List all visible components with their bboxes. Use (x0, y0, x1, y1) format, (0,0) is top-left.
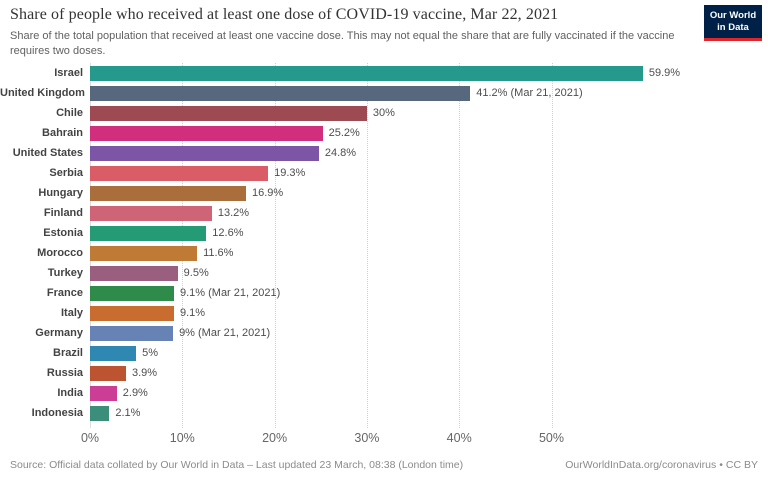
x-axis-tick-label: 0% (80, 431, 100, 445)
bar[interactable] (90, 225, 207, 241)
table-row: Estonia 12.6% (43, 223, 768, 243)
bar-value-label: 3.9% (131, 367, 158, 379)
country-label: Italy (60, 307, 83, 319)
x-axis-tick-label: 30% (354, 431, 380, 445)
bar[interactable] (90, 85, 471, 101)
bar-value-label: 9.1% (179, 307, 206, 319)
country-label: United States (12, 147, 83, 159)
table-row: Israel 59.9% (54, 63, 768, 83)
bar-value-label: 9.5% (183, 267, 209, 279)
table-row: France 9.1% (Mar 21, 2021) (47, 283, 768, 303)
table-row: Finland 13.2% (44, 203, 768, 223)
source-note: Source: Official data collated by Our Wo… (10, 459, 464, 471)
bar[interactable] (90, 325, 174, 341)
page-title: Share of people who received at least on… (10, 6, 559, 23)
bar-value-label: 13.2% (217, 207, 250, 219)
table-row: India 2.9% (57, 383, 768, 403)
footer-separator: • (719, 459, 723, 471)
x-axis-tick-label: 40% (446, 431, 472, 445)
country-label: Estonia (43, 227, 83, 239)
bar[interactable] (90, 265, 178, 281)
bar-value-label: 24.8% (324, 147, 357, 159)
bar[interactable] (90, 105, 367, 121)
bar[interactable] (90, 385, 117, 401)
table-row: Russia 3.9% (47, 363, 768, 383)
table-row: Morocco 11.6% (37, 243, 768, 263)
table-row: United States 24.8% (13, 143, 768, 163)
bar-value-label: 11.6% (203, 247, 234, 259)
country-label: Brazil (53, 347, 83, 359)
x-axis-tick-label: 10% (169, 431, 195, 445)
chart-footer: Source: Official data collated by Our Wo… (10, 459, 758, 471)
bar[interactable] (90, 205, 212, 221)
table-row: Serbia 19.3% (49, 163, 768, 183)
bar-value-label: 12.6% (212, 227, 244, 239)
chart-header: Share of people who received at least on… (10, 5, 768, 60)
bar-value-label: 5% (142, 347, 159, 359)
x-axis-tick-label: 20% (262, 431, 288, 445)
bar-value-label: 41.2% (Mar 21, 2021) (476, 87, 583, 99)
country-label: Morocco (37, 247, 83, 259)
bar-value-label: 16.9% (251, 187, 284, 199)
x-axis-tick-label: 50% (538, 431, 565, 445)
bar[interactable] (90, 165, 269, 181)
license-label: CC BY (725, 459, 758, 471)
bar-value-label: 59.9% (648, 67, 681, 79)
footer-right: OurWorldInData.org/coronavirus • CC BY (562, 459, 758, 471)
bar[interactable] (90, 285, 174, 301)
country-label: Bahrain (42, 127, 83, 139)
table-row: Brazil 5% (53, 343, 768, 363)
country-label: Israel (54, 67, 83, 79)
country-label: France (46, 287, 83, 299)
bar-chart: Israel 59.9% United Kingdom 41.2% (Mar 21, … (0, 63, 768, 451)
country-label: United Kingdom (0, 87, 85, 99)
bar[interactable] (90, 65, 643, 81)
table-row: Chile 30% (56, 103, 768, 123)
country-label: Chile (56, 107, 83, 119)
table-row: Indonesia 2.1% (32, 403, 768, 423)
owid-link[interactable]: OurWorldInData.org/coronavirus (565, 459, 717, 471)
country-label: Germany (35, 327, 83, 339)
table-row: United Kingdom 41.2% (Mar 21, 2021) (0, 83, 768, 103)
bar-value-label: 9.1% (Mar 21, 2021) (179, 287, 281, 299)
country-label: Serbia (49, 167, 83, 179)
bar-value-label: 2.1% (115, 407, 141, 419)
bar[interactable] (90, 365, 126, 381)
chart-subtitle: Share of the total population that recei… (10, 30, 675, 58)
country-label: Russia (46, 367, 83, 379)
bar[interactable] (90, 125, 323, 141)
table-row: Germany 9% (Mar 21, 2021) (35, 323, 768, 343)
plot-area: Israel 59.9% United Kingdom 41.2% (Mar 21, … (0, 63, 768, 428)
table-row: Bahrain 25.2% (42, 123, 768, 143)
owid-logo-line1: Our World (709, 10, 757, 22)
table-row: Turkey 9.5% (48, 263, 768, 283)
owid-logo: Our World in Data (704, 5, 762, 41)
bar-value-label: 30% (372, 107, 395, 119)
bar[interactable] (90, 185, 246, 201)
country-label: Hungary (38, 187, 83, 199)
bar[interactable] (90, 245, 198, 261)
bar[interactable] (90, 345, 137, 361)
bar[interactable] (90, 305, 174, 321)
table-row: Italy 9.1% (61, 303, 768, 323)
country-label: India (57, 387, 83, 399)
country-label: Finland (43, 207, 83, 219)
country-label: Turkey (47, 267, 83, 279)
table-row: Hungary 16.9% (38, 183, 768, 203)
bar[interactable] (90, 145, 319, 161)
bar[interactable] (90, 405, 110, 421)
country-label: Indonesia (31, 407, 83, 419)
owid-logo-line2: in Data (717, 21, 749, 33)
bar-value-label: 2.9% (122, 387, 148, 399)
bar-value-label: 19.3% (274, 167, 306, 179)
x-axis: 0% 10% 20% 30% 40% 50% (81, 429, 768, 451)
bar-value-label: 9% (Mar 21, 2021) (179, 327, 271, 339)
bar-value-label: 25.2% (328, 127, 360, 139)
